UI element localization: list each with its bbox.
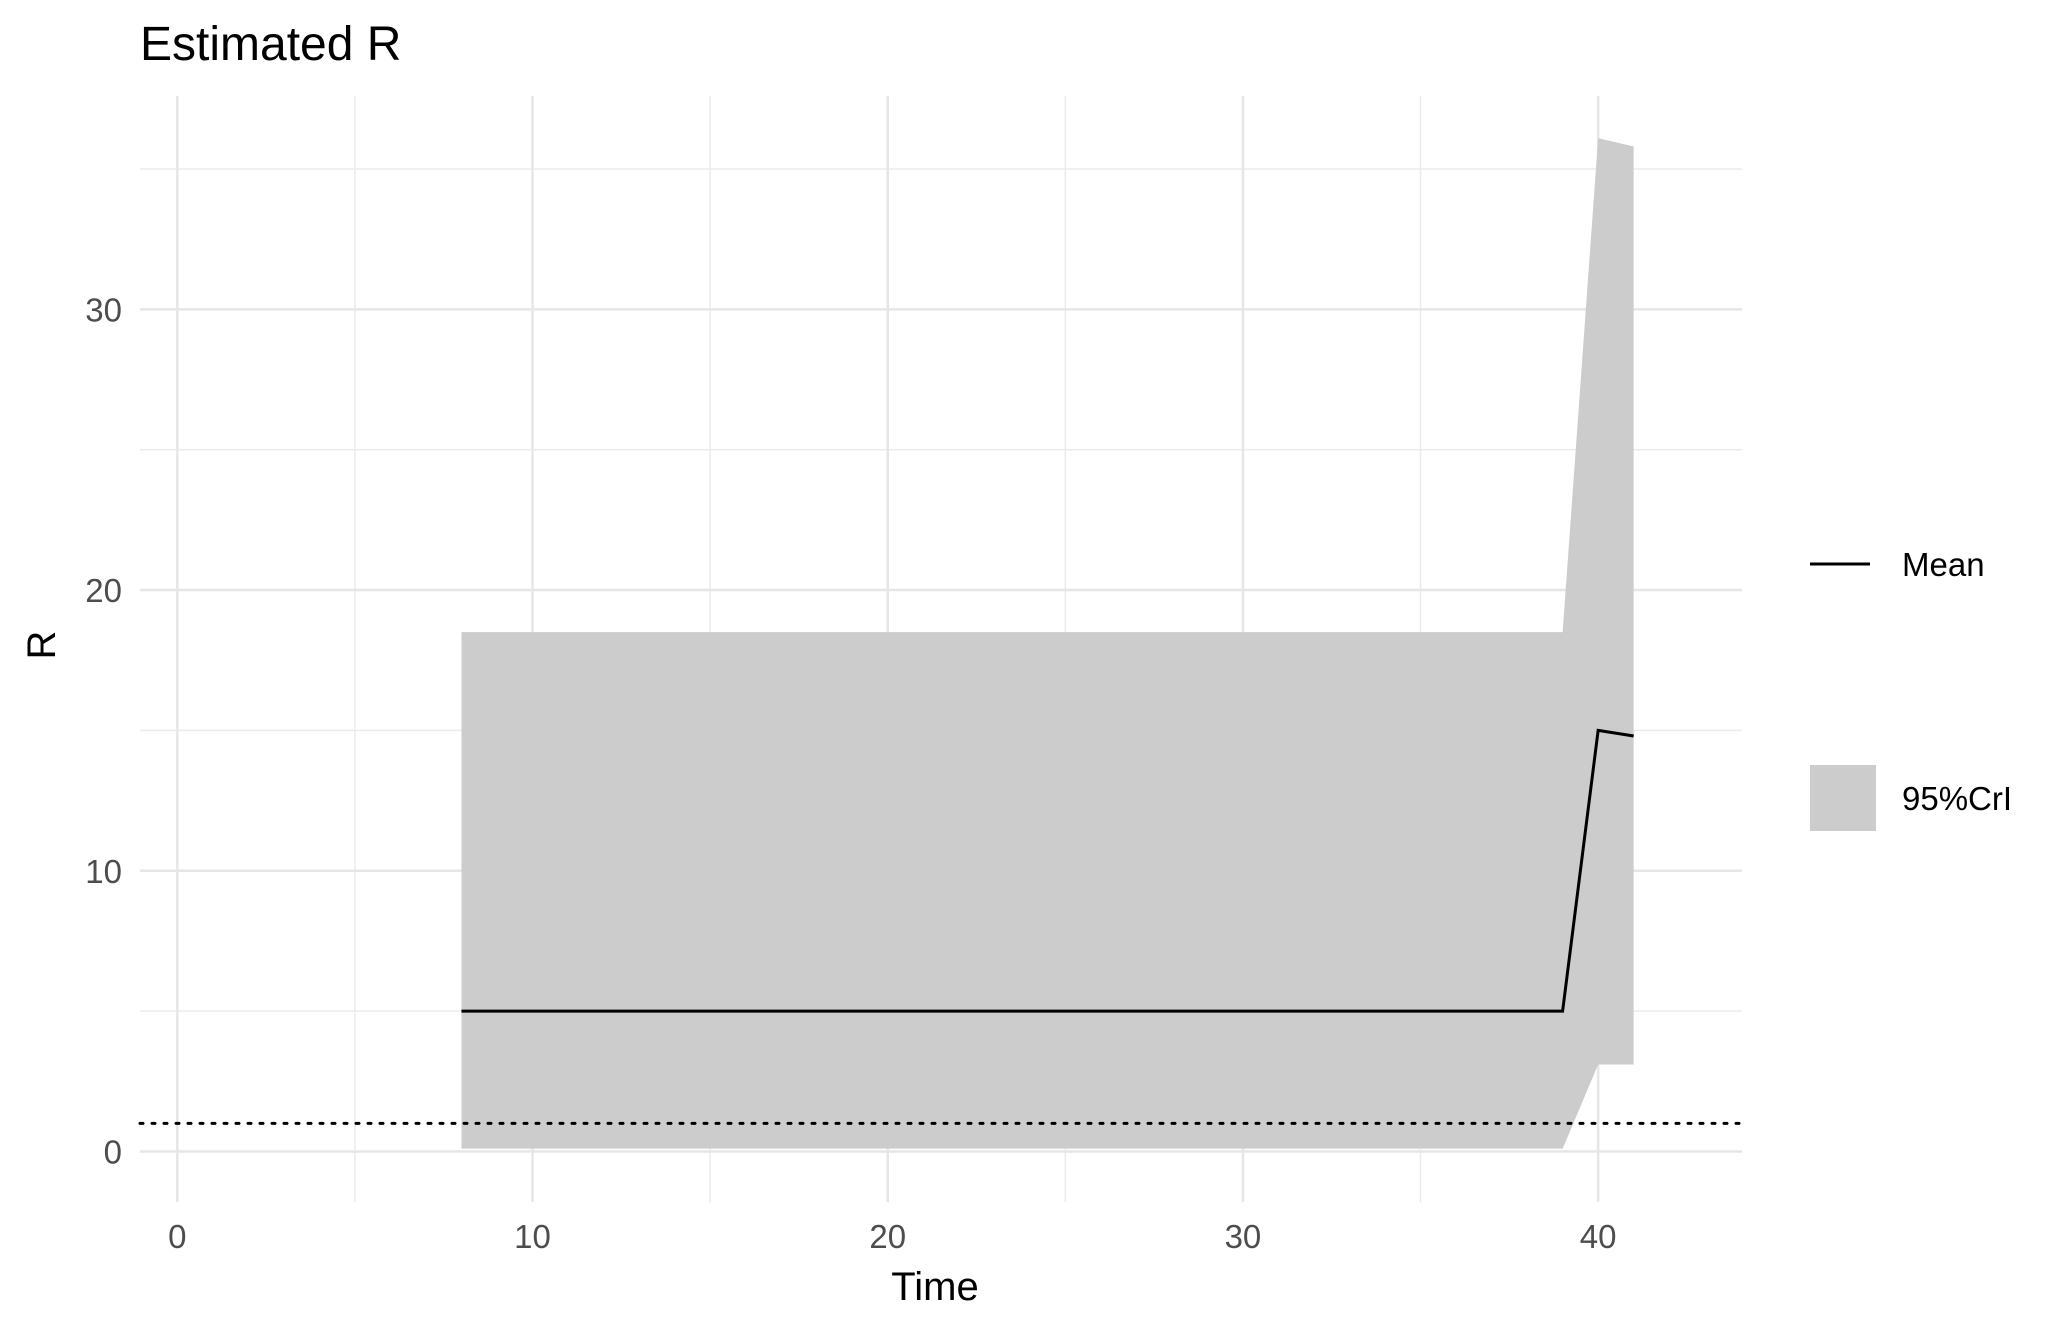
mean-line-layer [461, 728, 1634, 1013]
y-axis-title: R [20, 631, 64, 660]
x-tick-label: 10 [514, 1218, 551, 1255]
credible-interval-layer [461, 138, 1634, 1149]
legend-key-ci [1810, 765, 1876, 831]
legend-label-ci: 95%CrI [1902, 780, 2012, 817]
y-tick-label: 10 [85, 853, 122, 890]
legend: Mean 95%CrI [1810, 546, 2012, 831]
x-tick-label: 0 [168, 1218, 186, 1255]
x-axis-title: Time [891, 1265, 978, 1309]
mean-line [461, 728, 1634, 1013]
x-axis-ticks: 0 10 20 30 40 [168, 1218, 1616, 1255]
credible-interval-ribbon [461, 138, 1634, 1149]
y-axis-ticks: 0 10 20 30 [85, 291, 122, 1170]
y-tick-label: 30 [85, 291, 122, 328]
y-tick-label: 20 [85, 572, 122, 609]
chart-title: Estimated R [140, 18, 401, 71]
x-tick-label: 40 [1580, 1218, 1617, 1255]
x-tick-label: 20 [869, 1218, 906, 1255]
x-tick-label: 30 [1225, 1218, 1262, 1255]
legend-label-mean: Mean [1902, 546, 1985, 583]
y-tick-label: 0 [104, 1133, 122, 1170]
